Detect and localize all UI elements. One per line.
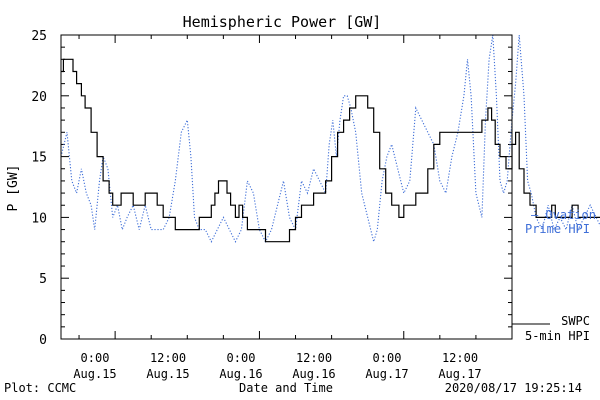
legend-swpc-line2: 5-min HPI [525, 329, 590, 343]
y-axis-label: P [GW] [6, 165, 21, 212]
plot-credit: Plot: CCMC [4, 381, 76, 395]
chart-title: Hemispheric Power [GW] [183, 13, 382, 31]
series-line-swpc [61, 58, 600, 243]
legend-ovation-line1: – Ovation [531, 208, 596, 222]
x-tick-label-time: 12:00 [296, 351, 332, 365]
x-tick-label-date: Aug.16 [219, 367, 262, 381]
legend-ovation-line2: Prime HPI [525, 222, 590, 236]
x-tick-label-date: Aug.15 [146, 367, 189, 381]
plot-timestamp: 2020/08/17 19:25:14 [445, 381, 582, 395]
x-tick-label-date: Aug.16 [292, 367, 335, 381]
y-tick-label: 25 [31, 29, 47, 44]
x-tick-label-time: 0:00 [227, 351, 256, 365]
x-axis-label: Date and Time [239, 381, 333, 395]
y-tick-label: 10 [31, 211, 47, 226]
legend-ovation: – Ovation Prime HPI [525, 208, 596, 236]
y-tick-label: 5 [39, 272, 47, 287]
x-tick-label-time: 0:00 [373, 351, 402, 365]
x-tick-label-date: Aug.17 [438, 367, 481, 381]
x-tick-label-time: 0:00 [81, 351, 110, 365]
y-tick-label: 0 [39, 333, 47, 348]
y-tick-label: 20 [31, 90, 47, 105]
series-line-ovation [60, 34, 600, 244]
x-tick-label-date: Aug.15 [73, 367, 116, 381]
legend-swpc-line1: SWPC [561, 314, 590, 328]
x-tick-label-time: 12:00 [442, 351, 478, 365]
y-tick-label: 15 [31, 151, 47, 166]
plot-frame [60, 34, 513, 340]
x-tick-label-date: Aug.17 [365, 367, 408, 381]
x-tick-label-time: 12:00 [150, 351, 186, 365]
legend-swpc: SWPC 5-min HPI [512, 314, 590, 343]
